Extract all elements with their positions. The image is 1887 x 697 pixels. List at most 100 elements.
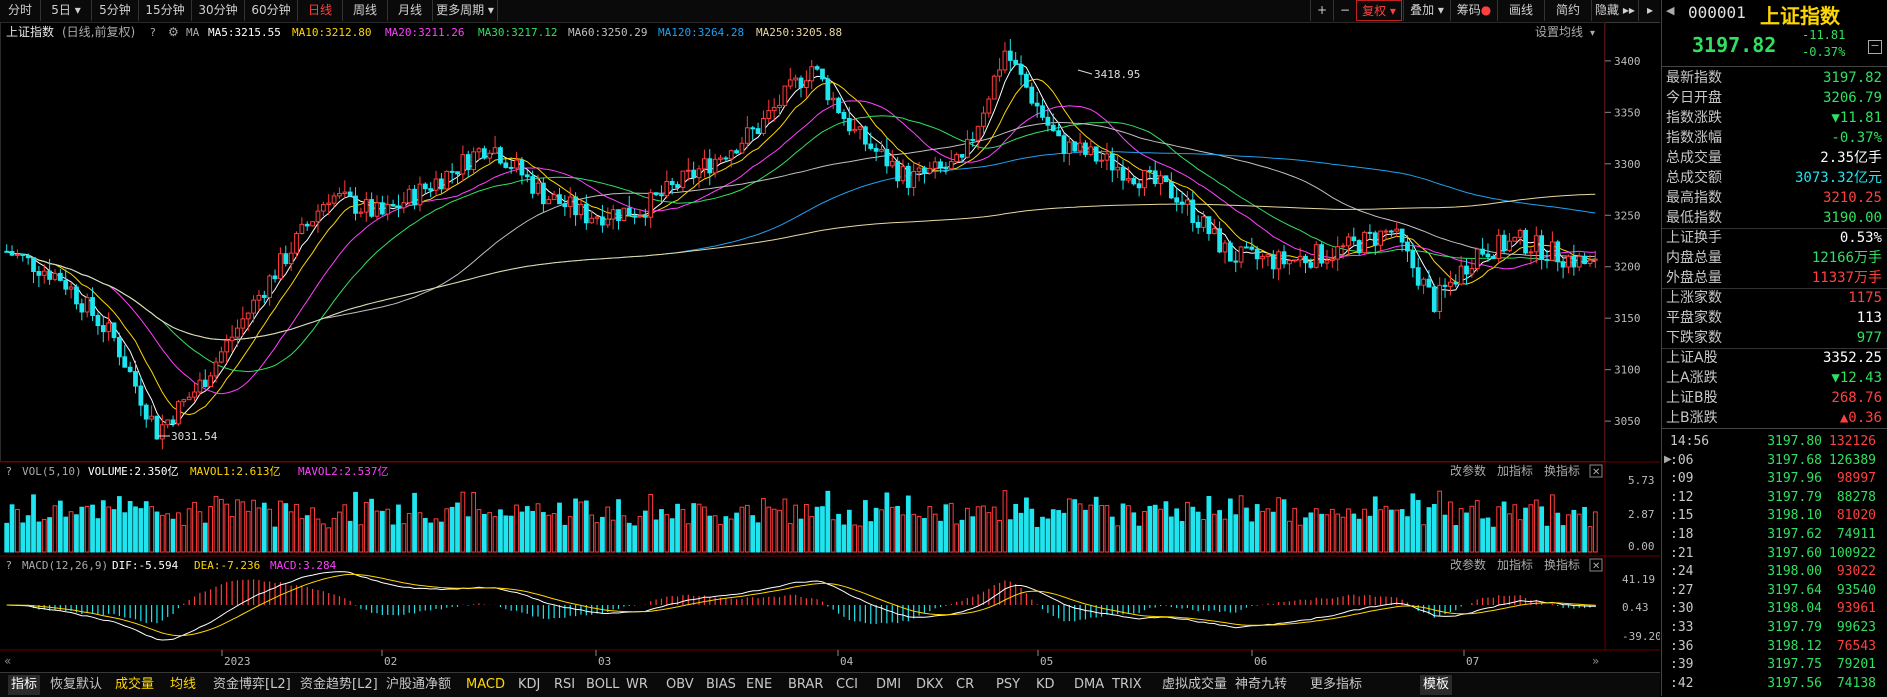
indicator-tab[interactable]: BIAS bbox=[706, 677, 736, 692]
chips-button[interactable]: 筹码● bbox=[1450, 0, 1497, 21]
volume-bar bbox=[1388, 509, 1394, 553]
tab-60min[interactable]: 60分钟 bbox=[245, 0, 298, 21]
candle-body bbox=[605, 218, 611, 226]
help-icon[interactable]: ? bbox=[150, 26, 156, 39]
indicator-tab[interactable]: RSI bbox=[554, 677, 576, 692]
candle-body bbox=[229, 336, 235, 342]
indicator-tab[interactable]: 成交量 bbox=[115, 677, 155, 692]
vol-edit-params-button[interactable]: 改参数 bbox=[1450, 463, 1486, 478]
draw-button[interactable]: 画线 bbox=[1497, 0, 1544, 21]
ma-label: MA bbox=[186, 26, 200, 39]
candle-body bbox=[1448, 281, 1453, 287]
indicator-tab[interactable]: OBV bbox=[666, 677, 694, 692]
tick-volume: 76543 bbox=[1836, 638, 1876, 654]
expand-ticks-icon[interactable]: ▶ bbox=[1664, 454, 1672, 465]
tick-time: :15 bbox=[1670, 508, 1694, 524]
indicator-tab[interactable]: 资金趋势[L2] bbox=[300, 677, 378, 692]
volume-bar bbox=[68, 511, 74, 553]
tab-5day[interactable]: 5日 ▾ bbox=[41, 0, 92, 21]
scroll-right-icon[interactable]: » bbox=[1592, 654, 1599, 668]
indicator-tab[interactable]: 虚拟成交量 bbox=[1162, 677, 1228, 692]
indicator-tab[interactable]: KDJ bbox=[518, 677, 541, 692]
gear-icon[interactable]: ⚙ bbox=[168, 25, 179, 39]
quote-row: 最低指数 3190.00 bbox=[1666, 208, 1884, 228]
quote-row-value: 268.76 bbox=[1831, 390, 1882, 406]
indicator-tab[interactable]: 模板 bbox=[1420, 675, 1453, 695]
ma-settings-link[interactable]: 设置均线 bbox=[1535, 25, 1583, 39]
indicator-tab[interactable]: BRAR bbox=[788, 677, 824, 692]
indicator-tab[interactable]: 资金博弈[L2] bbox=[213, 677, 291, 692]
collapse-panel-icon[interactable]: ▸ bbox=[1638, 0, 1661, 21]
indicator-tab[interactable]: WR bbox=[626, 677, 648, 692]
vol-close-icon[interactable] bbox=[1589, 464, 1603, 478]
tick-volume: 74911 bbox=[1836, 527, 1876, 542]
tab-15min[interactable]: 15分钟 bbox=[139, 0, 192, 21]
volume-bar bbox=[369, 498, 375, 553]
scroll-left-icon[interactable]: « bbox=[4, 654, 11, 668]
adjust-button[interactable]: 复权 ▾ bbox=[1356, 0, 1402, 21]
volume-bar bbox=[970, 516, 976, 553]
kline-chart[interactable]: 3400 3350 3300 3250 3200 3150 3100 3050 5.73 2.8… bbox=[0, 22, 1662, 672]
zoom-in-button[interactable]: + bbox=[1310, 0, 1333, 21]
hide-button[interactable]: 隐藏 ▸▸ bbox=[1591, 0, 1638, 21]
tab-daily[interactable]: 日线 bbox=[298, 0, 343, 21]
indicator-tab[interactable]: BOLL bbox=[586, 677, 620, 692]
volume-bar bbox=[1024, 497, 1029, 553]
candle-body bbox=[1244, 246, 1249, 249]
indicator-tab[interactable]: ENE bbox=[746, 677, 773, 692]
indicator-tab[interactable]: 更多指标 bbox=[1310, 677, 1363, 692]
volume-bar bbox=[197, 511, 203, 553]
tab-weekly[interactable]: 周线 bbox=[343, 0, 388, 21]
indicator-tab[interactable]: 恢复默认 bbox=[50, 677, 103, 692]
quote-row-label: 内盘总量 bbox=[1666, 250, 1722, 266]
macd-add-indicator-button[interactable]: 加指标 bbox=[1497, 557, 1533, 572]
macd-help-icon[interactable]: ? bbox=[6, 559, 12, 572]
indicator-tab[interactable]: 均线 bbox=[170, 677, 197, 692]
vol-switch-indicator-button[interactable]: 换指标 bbox=[1544, 463, 1580, 478]
indicator-tab[interactable]: 指标 bbox=[8, 675, 41, 695]
overlay-button[interactable]: 叠加 ▾ bbox=[1403, 0, 1450, 21]
volume-bar bbox=[997, 519, 1002, 553]
tab-more-periods[interactable]: 更多周期 ▾ bbox=[433, 0, 498, 21]
simple-button[interactable]: 简约 bbox=[1544, 0, 1591, 21]
candle-body bbox=[15, 253, 20, 256]
minimize-icon[interactable]: − bbox=[1868, 40, 1882, 54]
indicator-tab[interactable]: MACD bbox=[466, 677, 505, 692]
macd-switch-indicator-button[interactable]: 换指标 bbox=[1544, 557, 1580, 572]
zoom-out-button[interactable]: − bbox=[1333, 0, 1356, 21]
tick-time: :18 bbox=[1670, 527, 1694, 542]
candle-body bbox=[964, 138, 970, 158]
candle-body bbox=[117, 337, 122, 358]
tab-30min[interactable]: 30分钟 bbox=[192, 0, 245, 21]
indicator-tab[interactable]: 神奇九转 bbox=[1235, 677, 1288, 692]
tab-monthly[interactable]: 月线 bbox=[388, 0, 433, 21]
quote-row-label: 今日开盘 bbox=[1666, 90, 1722, 106]
tab-intraday[interactable]: 分时 bbox=[0, 0, 41, 21]
indicator-tab[interactable]: CCI bbox=[836, 677, 858, 692]
volume-bar bbox=[605, 506, 611, 553]
indicator-tab[interactable]: DMI bbox=[876, 677, 902, 692]
indicator-tab[interactable]: CR bbox=[956, 677, 975, 692]
vol-help-icon[interactable]: ? bbox=[6, 465, 12, 478]
volume-bar bbox=[100, 500, 106, 553]
volume-bar bbox=[481, 513, 487, 553]
candle-body bbox=[1093, 146, 1099, 162]
macd-edit-params-button[interactable]: 改参数 bbox=[1450, 557, 1486, 572]
candle-body bbox=[702, 158, 707, 170]
indicator-tab[interactable]: KD bbox=[1036, 677, 1055, 692]
price-tick-label: 3400 bbox=[1614, 55, 1641, 68]
macd-close-icon[interactable] bbox=[1589, 558, 1603, 572]
ma-settings-chevron-icon[interactable]: ▾ bbox=[1590, 28, 1595, 39]
indicator-tab[interactable]: DKX bbox=[916, 677, 944, 692]
indicator-tab[interactable]: TRIX bbox=[1112, 677, 1142, 692]
vol-add-indicator-button[interactable]: 加指标 bbox=[1497, 463, 1533, 478]
indicator-tab[interactable]: DMA bbox=[1074, 677, 1105, 692]
tab-5min[interactable]: 5分钟 bbox=[92, 0, 139, 21]
candle-body bbox=[696, 168, 702, 179]
price-tick-label: 3250 bbox=[1614, 209, 1641, 222]
indicator-tab[interactable]: PSY bbox=[996, 677, 1021, 692]
indicator-tab[interactable]: 沪股通净额 bbox=[386, 677, 452, 692]
volume-bar bbox=[594, 522, 600, 553]
candle-body bbox=[154, 415, 160, 440]
back-arrow-icon[interactable]: ◀ bbox=[1666, 4, 1675, 17]
